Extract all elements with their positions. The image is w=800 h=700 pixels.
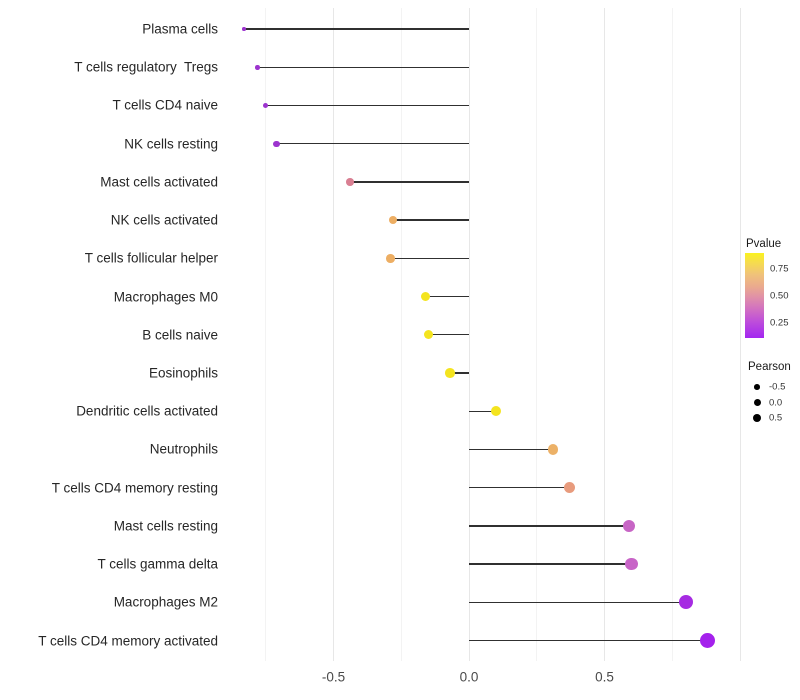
lollipop-stem bbox=[469, 525, 629, 527]
lollipop-stem bbox=[349, 181, 469, 183]
lollipop-stem bbox=[469, 410, 497, 412]
y-axis-label: Mast cells resting bbox=[113, 518, 218, 534]
gridline-minor bbox=[265, 8, 267, 661]
y-axis-label: NK cells resting bbox=[124, 136, 218, 152]
pearson-legend-label: 0.0 bbox=[769, 397, 783, 408]
y-axis-label: Macrophages M0 bbox=[113, 289, 218, 305]
y-axis-label: T cells follicular helper bbox=[84, 250, 218, 266]
lollipop-dot bbox=[445, 368, 455, 378]
lollipop-dot bbox=[699, 633, 715, 649]
lollipop-stem bbox=[469, 639, 708, 642]
lollipop-stem bbox=[244, 28, 469, 30]
y-axis-label: Plasma cells bbox=[142, 21, 218, 37]
pvalue-colorbar-tick-label: 0.75 bbox=[770, 263, 789, 275]
gridline-minor bbox=[671, 8, 673, 661]
gridline-minor bbox=[536, 8, 538, 661]
lollipop-stem bbox=[393, 219, 469, 221]
pvalue-colorbar-tick-label: 0.25 bbox=[770, 317, 789, 329]
pvalue-colorbar bbox=[745, 253, 764, 338]
y-axis-label: Mast cells activated bbox=[100, 174, 218, 190]
gridline-major bbox=[739, 8, 741, 661]
lollipop-dot bbox=[345, 178, 354, 186]
lollipop-dot bbox=[242, 27, 246, 31]
lollipop-stem bbox=[469, 486, 570, 489]
pearson-legend-title: Pearson bbox=[748, 361, 791, 373]
lollipop-dot bbox=[678, 595, 693, 610]
y-axis-label: Neutrophils bbox=[149, 441, 218, 457]
y-axis-label: NK cells activated bbox=[110, 212, 218, 228]
gridline-major bbox=[333, 8, 334, 661]
lollipop-stem bbox=[265, 104, 469, 107]
pearson-legend-dot bbox=[752, 413, 762, 423]
lollipop-dot bbox=[273, 140, 280, 147]
y-axis-label: Eosinophils bbox=[148, 365, 218, 381]
lollipop-stem bbox=[276, 142, 469, 145]
x-axis-tick-label: 0.0 bbox=[459, 669, 479, 685]
lollipop-dot bbox=[263, 102, 269, 109]
y-axis-label: T cells CD4 naive bbox=[112, 97, 218, 113]
lollipop-stem bbox=[425, 295, 469, 298]
lollipop-dot bbox=[386, 254, 395, 263]
y-axis-label: T cells CD4 memory activated bbox=[38, 633, 218, 649]
y-axis-label: Macrophages M2 bbox=[113, 594, 218, 610]
y-axis-label: T cells regulatory Tregs bbox=[74, 59, 218, 75]
y-axis-label: T cells gamma delta bbox=[97, 556, 218, 572]
lollipop-stem bbox=[450, 372, 469, 374]
lollipop-stem bbox=[469, 563, 632, 565]
pvalue-colorbar-tick-label: 0.50 bbox=[770, 290, 789, 302]
gridline-minor bbox=[400, 8, 402, 661]
pearson-legend-dot bbox=[754, 384, 760, 390]
lollipop-dot bbox=[491, 406, 502, 417]
pearson-legend-label: -0.5 bbox=[769, 381, 786, 393]
lollipop-dot bbox=[423, 330, 434, 340]
x-axis-tick-label: 0.5 bbox=[595, 669, 614, 685]
pvalue-legend-title: Pvalue bbox=[746, 238, 782, 250]
gridline-major bbox=[604, 8, 605, 661]
lollipop-dot bbox=[255, 64, 260, 70]
lollipop-stem bbox=[469, 601, 686, 603]
y-axis-label: Dendritic cells activated bbox=[76, 403, 218, 419]
lollipop-dot bbox=[563, 481, 575, 494]
lollipop-stem bbox=[428, 334, 469, 336]
pearson-legend-label: 0.5 bbox=[769, 412, 783, 424]
gridline-major bbox=[468, 8, 470, 661]
lollipop-dot bbox=[625, 557, 638, 571]
lollipop-stem bbox=[469, 448, 553, 451]
lollipop-dot bbox=[421, 292, 431, 302]
lollipop-stem bbox=[257, 66, 469, 68]
y-axis-label: B cells naive bbox=[142, 327, 218, 343]
lollipop-dot bbox=[622, 519, 636, 533]
lollipop-dot bbox=[547, 444, 559, 455]
lollipop-dot bbox=[388, 215, 398, 225]
pearson-legend-dot bbox=[753, 399, 761, 406]
x-axis-tick-label: -0.5 bbox=[321, 669, 346, 685]
lollipop-stem bbox=[390, 257, 469, 259]
y-axis-label: T cells CD4 memory resting bbox=[51, 480, 218, 496]
